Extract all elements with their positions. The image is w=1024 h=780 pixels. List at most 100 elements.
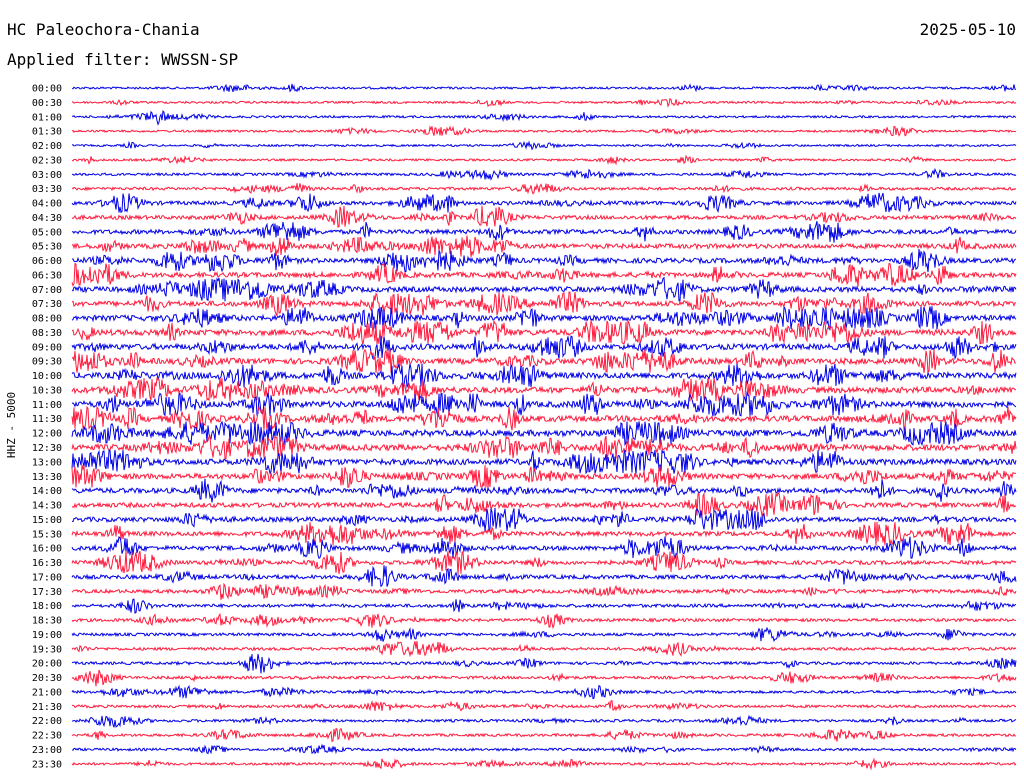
tick-label: 13:30 bbox=[32, 472, 62, 483]
trace-line bbox=[71, 448, 1017, 475]
tick-label: 11:30 bbox=[32, 414, 62, 425]
date-label: 2025-05-10 bbox=[919, 20, 1016, 39]
tick-label: 17:00 bbox=[32, 572, 62, 583]
trace-line bbox=[71, 125, 1017, 137]
tick-label: 04:00 bbox=[32, 199, 62, 210]
tick-label: 08:00 bbox=[32, 314, 62, 325]
channel-label: HHZ - 5000 bbox=[5, 392, 18, 458]
tick-label: 09:30 bbox=[32, 357, 62, 368]
tick-label: 17:30 bbox=[32, 587, 62, 598]
tick-label: 03:00 bbox=[32, 170, 62, 181]
trace-line bbox=[71, 684, 1017, 700]
tick-label: 02:00 bbox=[32, 141, 62, 152]
trace-line bbox=[71, 669, 1017, 687]
trace-line bbox=[71, 434, 1017, 460]
trace-line bbox=[71, 205, 1017, 228]
trace-line bbox=[71, 699, 1017, 712]
tick-label: 00:00 bbox=[32, 84, 62, 95]
tick-label: 15:00 bbox=[32, 515, 62, 526]
tick-label: 01:00 bbox=[32, 112, 62, 123]
tick-label: 02:30 bbox=[32, 155, 62, 166]
tick-label: 15:30 bbox=[32, 529, 62, 540]
tick-label: 08:30 bbox=[32, 328, 62, 339]
tick-label: 20:00 bbox=[32, 659, 62, 670]
trace-line bbox=[71, 390, 1017, 418]
tick-label: 06:30 bbox=[32, 270, 62, 281]
trace-line bbox=[71, 405, 1017, 433]
trace-line bbox=[71, 521, 1017, 546]
tick-label: 18:30 bbox=[32, 616, 62, 627]
tick-label: 23:00 bbox=[32, 745, 62, 756]
trace-line bbox=[71, 276, 1017, 302]
tick-label: 04:30 bbox=[32, 213, 62, 224]
tick-label: 10:30 bbox=[32, 385, 62, 396]
tick-label: 07:30 bbox=[32, 299, 62, 310]
trace-line bbox=[71, 319, 1017, 345]
tick-label: 05:00 bbox=[32, 227, 62, 238]
trace-line bbox=[71, 743, 1017, 755]
tick-label: 19:30 bbox=[32, 644, 62, 655]
trace-line bbox=[71, 348, 1017, 374]
tick-label: 23:30 bbox=[32, 759, 62, 770]
trace-line bbox=[71, 154, 1017, 166]
trace-line bbox=[71, 167, 1017, 181]
trace-line bbox=[71, 582, 1017, 600]
tick-label: 16:30 bbox=[32, 558, 62, 569]
trace-line bbox=[71, 535, 1017, 560]
tick-label: 06:00 bbox=[32, 256, 62, 267]
trace-line bbox=[71, 182, 1017, 195]
trace-line bbox=[71, 626, 1017, 643]
trace-line bbox=[71, 727, 1017, 743]
filter-label: Applied filter: WWSSN-SP bbox=[7, 50, 239, 69]
trace-line bbox=[71, 192, 1017, 214]
tick-label: 19:00 bbox=[32, 630, 62, 641]
trace-line bbox=[71, 550, 1017, 575]
tick-label: 18:00 bbox=[32, 601, 62, 612]
trace-line bbox=[71, 262, 1017, 287]
tick-label: 12:00 bbox=[32, 429, 62, 440]
trace-line bbox=[71, 291, 1017, 318]
trace-line bbox=[71, 598, 1017, 614]
trace-line bbox=[71, 220, 1017, 243]
trace-line bbox=[71, 420, 1017, 447]
station-title: HC Paleochora-Chania bbox=[7, 20, 200, 39]
tick-label: 09:00 bbox=[32, 342, 62, 353]
tick-label: 14:30 bbox=[32, 501, 62, 512]
trace-line bbox=[71, 110, 1017, 126]
tick-label: 00:30 bbox=[32, 98, 62, 109]
trace-line bbox=[71, 653, 1017, 674]
tick-label: 07:00 bbox=[32, 285, 62, 296]
tick-label: 13:00 bbox=[32, 457, 62, 468]
time-tick-labels: 00:00 00:30 01:00 01:30 02:00 02:30 03:00 03:30… bbox=[32, 84, 62, 771]
trace-line bbox=[71, 83, 1017, 93]
trace-line bbox=[71, 491, 1017, 518]
tick-label: 14:00 bbox=[32, 486, 62, 497]
trace-line bbox=[71, 464, 1017, 489]
trace-line bbox=[71, 714, 1017, 728]
tick-label: 22:30 bbox=[32, 731, 62, 742]
tick-label: 03:30 bbox=[32, 184, 62, 195]
tick-label: 12:30 bbox=[32, 443, 62, 454]
tick-label: 21:30 bbox=[32, 702, 62, 713]
trace-line bbox=[71, 478, 1017, 503]
tick-label: 16:00 bbox=[32, 544, 62, 555]
tick-label: 22:00 bbox=[32, 716, 62, 727]
trace-line bbox=[71, 507, 1017, 532]
trace-line bbox=[71, 335, 1017, 361]
trace-line bbox=[71, 565, 1017, 588]
trace-line bbox=[71, 377, 1017, 402]
trace-line bbox=[71, 140, 1017, 151]
tick-label: 05:30 bbox=[32, 242, 62, 253]
trace-line bbox=[71, 363, 1017, 389]
trace-line bbox=[71, 757, 1017, 771]
seismic-traces bbox=[71, 83, 1017, 771]
trace-line bbox=[71, 97, 1017, 108]
trace-line bbox=[71, 612, 1017, 630]
trace-line bbox=[71, 641, 1017, 658]
tick-label: 11:00 bbox=[32, 400, 62, 411]
tick-label: 21:00 bbox=[32, 687, 62, 698]
tick-label: 20:30 bbox=[32, 673, 62, 684]
trace-line bbox=[71, 305, 1017, 331]
tick-label: 01:30 bbox=[32, 127, 62, 138]
